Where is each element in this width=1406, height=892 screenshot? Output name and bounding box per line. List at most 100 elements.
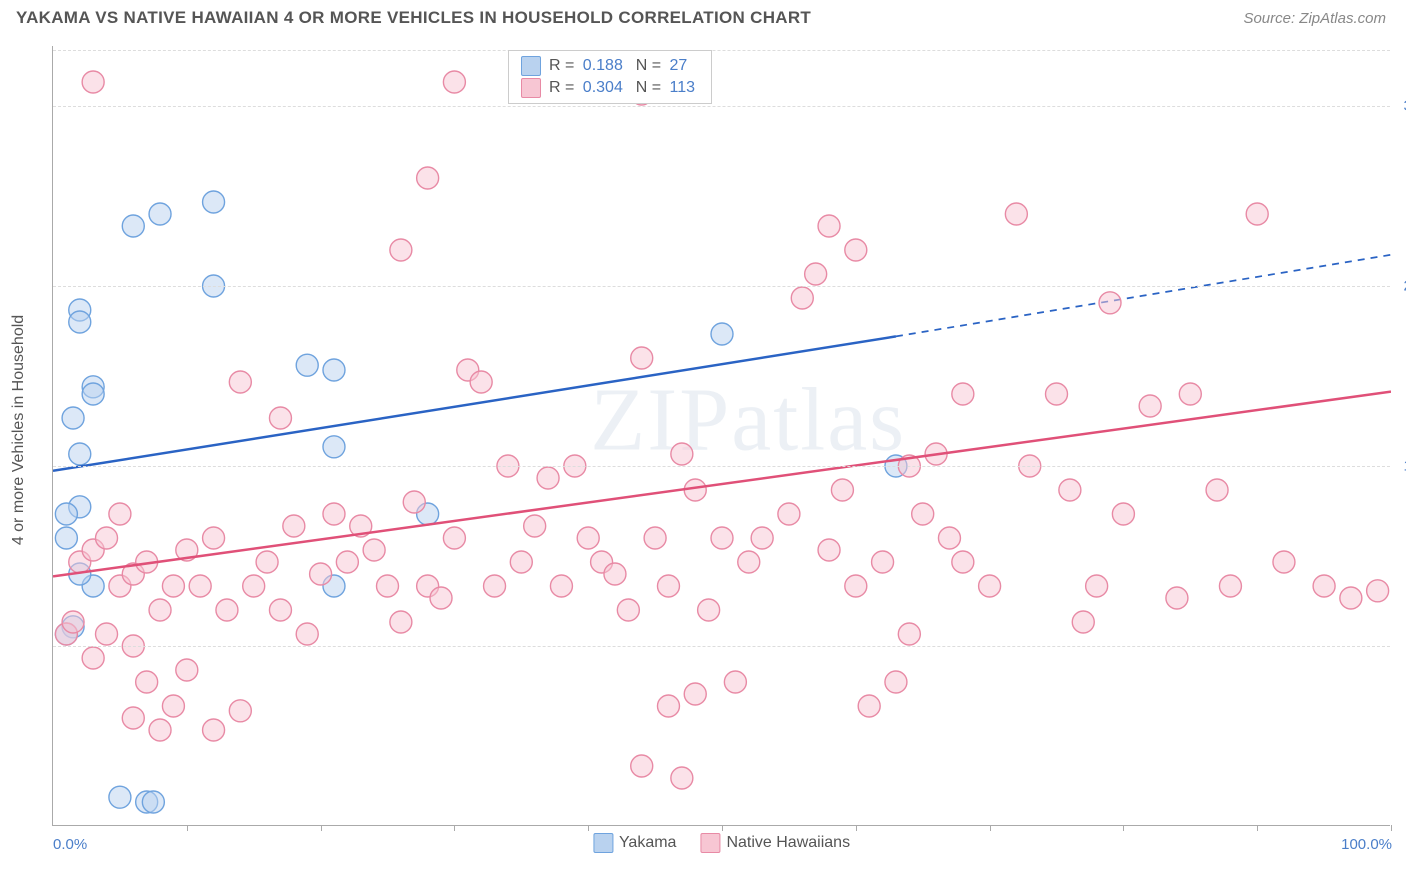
regression-line [53,336,896,470]
data-point [336,551,358,573]
gridline [53,50,1390,51]
data-point [1246,203,1268,225]
x-tick [588,825,589,831]
legend-swatch [593,833,613,853]
data-point [323,503,345,525]
data-point [510,551,532,573]
regression-line-extrapolated [896,255,1391,337]
data-point [149,719,171,741]
data-point [751,527,773,549]
gridline [53,466,1390,467]
data-point [845,575,867,597]
legend-item: Yakama [593,833,677,853]
data-point [1313,575,1335,597]
legend-swatch [521,56,541,76]
x-tick [856,825,857,831]
data-point [283,515,305,537]
data-point [657,575,679,597]
data-point [62,611,84,633]
data-point [898,623,920,645]
data-point [122,215,144,237]
data-point [550,575,572,597]
data-point [96,527,118,549]
data-point [644,527,666,549]
chart-title: YAKAMA VS NATIVE HAWAIIAN 4 OR MORE VEHI… [16,8,811,28]
data-point [82,71,104,93]
x-axis-max-label: 100.0% [1341,836,1392,853]
data-point [1112,503,1134,525]
y-axis-title: 4 or more Vehicles in Household [10,315,28,545]
data-point [604,563,626,585]
data-point [82,383,104,405]
data-point [631,755,653,777]
legend-stats-row: R = 0.304 N = 113 [521,77,699,99]
data-point [858,695,880,717]
x-tick [1123,825,1124,831]
data-point [216,599,238,621]
data-point [417,167,439,189]
data-point [778,503,800,525]
legend-swatch [700,833,720,853]
x-tick [1257,825,1258,831]
data-point [1099,292,1121,314]
data-point [671,443,693,465]
data-point [537,467,559,489]
data-point [229,371,251,393]
data-point [952,551,974,573]
data-point [631,347,653,369]
data-point [390,611,412,633]
data-point [1005,203,1027,225]
x-tick [321,825,322,831]
data-point [203,191,225,213]
data-point [296,623,318,645]
data-point [149,599,171,621]
data-point [443,71,465,93]
gridline [53,646,1390,647]
data-point [1139,395,1161,417]
x-tick [990,825,991,831]
data-point [577,527,599,549]
data-point [1273,551,1295,573]
data-point [724,671,746,693]
data-point [62,407,84,429]
data-point [69,311,91,333]
data-point [671,767,693,789]
data-point [162,695,184,717]
data-point [69,443,91,465]
data-point [684,683,706,705]
data-point [149,203,171,225]
y-tick-label: 30.0% [1401,98,1406,115]
data-point [176,659,198,681]
data-point [269,407,291,429]
data-point [484,575,506,597]
data-point [711,527,733,549]
legend-bottom: Yakama Native Hawaiians [593,833,850,853]
data-point [1206,479,1228,501]
data-point [142,791,164,813]
data-point [443,527,465,549]
data-point [256,551,278,573]
data-point [310,563,332,585]
data-point [845,239,867,261]
data-point [617,599,639,621]
legend-stat-text: R = 0.188 N = 27 [549,57,691,75]
data-point [377,575,399,597]
legend-stat-text: R = 0.304 N = 113 [549,79,699,97]
data-point [979,575,1001,597]
x-tick [1391,825,1392,831]
data-point [269,599,291,621]
data-point [952,383,974,405]
data-point [698,599,720,621]
data-point [805,263,827,285]
legend-swatch [521,78,541,98]
gridline [53,286,1390,287]
data-point [82,647,104,669]
data-point [229,700,251,722]
legend-label: Native Hawaiians [726,834,850,852]
data-point [109,503,131,525]
data-point [430,587,452,609]
data-point [1166,587,1188,609]
data-point [1340,587,1362,609]
data-point [55,503,77,525]
data-point [189,575,211,597]
